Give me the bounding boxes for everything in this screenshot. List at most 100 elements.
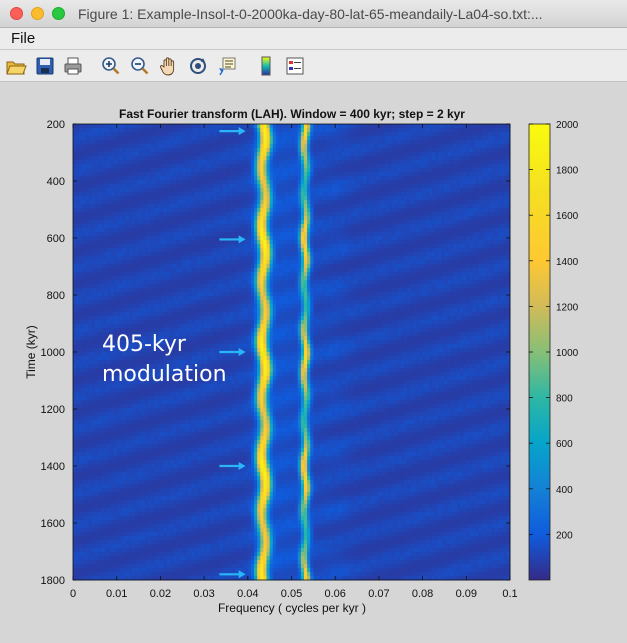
figure-plot[interactable]: Fast Fourier transform (LAH). Window = 4…: [0, 82, 627, 643]
rotate-icon[interactable]: [187, 55, 209, 77]
heatmap-cell: [481, 236, 486, 241]
heatmap-cell: [154, 252, 158, 257]
data-cursor-icon[interactable]: [216, 55, 238, 77]
minimize-window-button[interactable]: [31, 7, 44, 20]
heatmap-cell: [500, 248, 505, 253]
heatmap-cell: [394, 176, 399, 181]
heatmap-cell: [466, 232, 470, 237]
heatmap-cell: [169, 240, 174, 245]
heatmap-cell: [428, 248, 433, 253]
heatmap-cell: [488, 244, 492, 249]
heatmap-cell: [353, 172, 358, 177]
heatmap-cell: [194, 224, 199, 229]
heatmap-cell: [400, 128, 405, 133]
heatmap-cell: [122, 216, 127, 221]
save-icon[interactable]: [34, 55, 56, 77]
heatmap-cell: [450, 200, 455, 205]
heatmap-cell: [132, 220, 136, 225]
heatmap-cell: [200, 152, 205, 157]
heatmap-cell: [325, 164, 330, 169]
heatmap-cell: [257, 216, 261, 221]
print-icon[interactable]: [62, 55, 84, 77]
heatmap-cell: [235, 148, 239, 153]
heatmap-cell: [132, 184, 136, 189]
heatmap-cell: [469, 124, 473, 129]
heatmap-cell: [419, 164, 424, 169]
heatmap-cell: [204, 172, 208, 177]
heatmap-cell: [428, 196, 433, 201]
heatmap-cell: [176, 168, 180, 173]
menu-file[interactable]: File: [11, 30, 36, 47]
heatmap-cell: [176, 132, 180, 137]
heatmap-cell: [235, 252, 239, 257]
heatmap-cell: [491, 160, 495, 165]
heatmap-cell: [126, 236, 130, 241]
heatmap-cell: [488, 140, 492, 145]
heatmap-cell: [485, 180, 489, 185]
heatmap-cell: [157, 132, 161, 137]
heatmap-cell: [163, 156, 168, 161]
heatmap-cell: [82, 208, 86, 213]
heatmap-cell: [182, 172, 186, 177]
heatmap-cell: [394, 164, 399, 169]
heatmap-cell: [357, 148, 361, 153]
heatmap-cell: [438, 192, 442, 197]
heatmap-cell: [469, 200, 473, 205]
close-window-button[interactable]: [10, 7, 23, 20]
heatmap-cell: [303, 192, 308, 197]
heatmap-cell: [472, 156, 477, 161]
heatmap-cell: [185, 220, 189, 225]
heatmap-cell: [104, 124, 108, 129]
pan-hand-icon[interactable]: [158, 55, 180, 77]
heatmap-cell: [126, 128, 130, 133]
heatmap-cell: [176, 200, 180, 205]
zoom-in-icon[interactable]: [100, 55, 122, 77]
heatmap-cell: [353, 256, 358, 261]
heatmap-cell: [353, 192, 358, 197]
heatmap-cell: [385, 148, 389, 153]
heatmap-cell: [235, 152, 239, 157]
maximize-window-button[interactable]: [52, 7, 65, 20]
heatmap-cell: [291, 212, 296, 217]
heatmap-cell: [163, 220, 168, 225]
heatmap-cell: [328, 244, 333, 249]
heatmap-cell: [250, 188, 255, 193]
heatmap-cell: [435, 156, 439, 161]
heatmap-cell: [119, 200, 124, 205]
heatmap-cell: [294, 212, 299, 217]
heatmap-cell: [435, 172, 439, 177]
heatmap-cell: [291, 256, 296, 261]
heatmap-cell: [372, 220, 377, 225]
heatmap-cell: [450, 144, 455, 149]
heatmap-cell: [382, 240, 386, 245]
heatmap-cell: [328, 236, 333, 241]
heatmap-cell: [382, 148, 386, 153]
heatmap-cell: [166, 232, 171, 237]
heatmap-cell: [88, 136, 93, 141]
open-icon[interactable]: [5, 55, 27, 77]
heatmap-cell: [97, 136, 102, 141]
heatmap-cell: [275, 204, 280, 209]
heatmap-cell: [378, 240, 383, 245]
heatmap-cell: [151, 164, 155, 169]
heatmap-cell: [238, 256, 243, 261]
heatmap-cell: [431, 216, 436, 221]
heatmap-cell: [453, 204, 458, 209]
heatmap-cell: [332, 144, 336, 149]
zoom-out-icon[interactable]: [129, 55, 151, 77]
heatmap-cell: [110, 176, 115, 181]
heatmap-cell: [366, 204, 370, 209]
heatmap-cell: [185, 128, 189, 133]
legend-icon[interactable]: [284, 55, 306, 77]
colorbar-icon[interactable]: [255, 55, 277, 77]
heatmap-cell: [113, 252, 118, 257]
heatmap-cell: [447, 148, 452, 153]
heatmap-cell: [97, 232, 102, 237]
heatmap-cell: [441, 228, 445, 233]
heatmap-cell: [481, 228, 486, 233]
heatmap-cell: [394, 188, 399, 193]
heatmap-cell: [285, 212, 289, 217]
heatmap-cell: [391, 244, 395, 249]
heatmap-cell: [244, 128, 249, 133]
heatmap-cell: [169, 224, 174, 229]
